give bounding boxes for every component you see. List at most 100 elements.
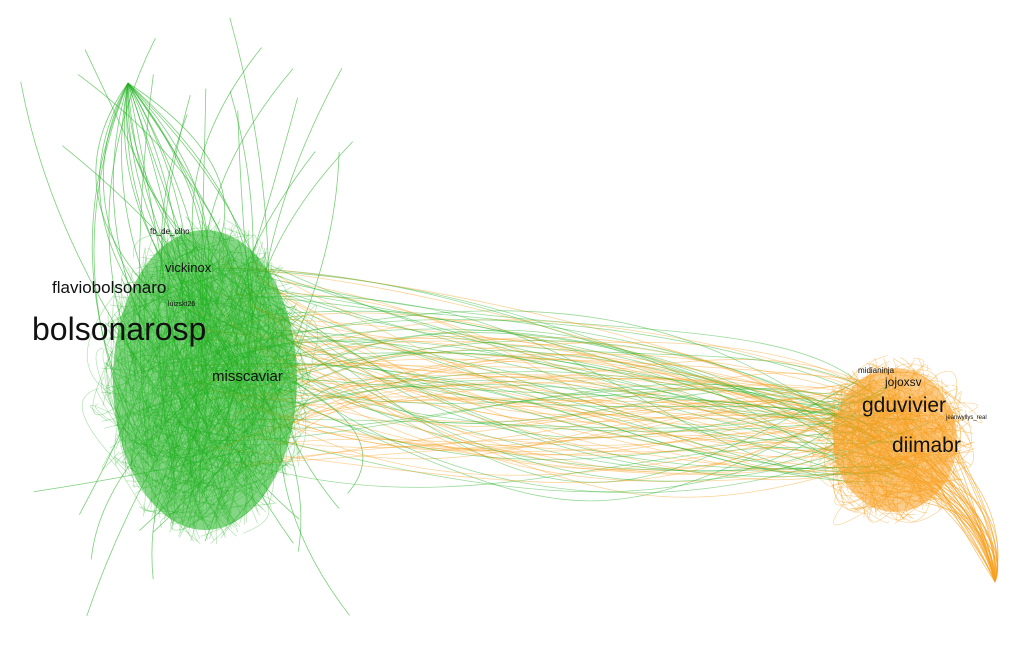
edge bbox=[174, 516, 212, 518]
edge bbox=[215, 238, 267, 292]
edge bbox=[215, 346, 294, 434]
edge bbox=[202, 331, 304, 491]
edge bbox=[236, 320, 295, 391]
edge bbox=[218, 369, 288, 467]
edge bbox=[209, 383, 874, 444]
edge bbox=[121, 265, 281, 419]
edge bbox=[248, 334, 855, 443]
edge bbox=[270, 423, 277, 479]
edge bbox=[246, 345, 291, 408]
edge bbox=[148, 276, 171, 368]
edge bbox=[856, 409, 949, 466]
edge bbox=[281, 350, 839, 430]
node-label: midianinja bbox=[858, 366, 895, 375]
edge bbox=[177, 254, 196, 360]
edge bbox=[869, 363, 891, 381]
edge bbox=[220, 368, 256, 413]
edge bbox=[178, 267, 312, 379]
edge bbox=[170, 482, 199, 525]
edge bbox=[837, 410, 943, 439]
edge bbox=[156, 260, 209, 529]
edge bbox=[892, 357, 948, 394]
edge bbox=[155, 266, 209, 405]
edge bbox=[218, 269, 888, 406]
edge bbox=[172, 362, 237, 537]
edge bbox=[150, 425, 236, 447]
node-label: luizskt26 bbox=[168, 301, 195, 308]
edge bbox=[259, 358, 310, 398]
edge bbox=[138, 357, 179, 391]
edge bbox=[280, 294, 301, 429]
edge bbox=[243, 372, 259, 525]
edge bbox=[250, 303, 851, 407]
edge bbox=[193, 397, 256, 411]
edge bbox=[82, 388, 131, 476]
edge bbox=[877, 471, 927, 493]
edge bbox=[179, 459, 230, 509]
edge bbox=[837, 355, 888, 407]
edge bbox=[150, 350, 167, 463]
edge bbox=[247, 342, 285, 466]
edge bbox=[164, 263, 207, 498]
edge bbox=[117, 332, 178, 467]
edge bbox=[869, 461, 911, 522]
edge bbox=[839, 386, 894, 448]
edge bbox=[139, 267, 269, 323]
edge bbox=[871, 496, 954, 523]
edge bbox=[290, 365, 850, 481]
edge bbox=[157, 431, 274, 466]
edge bbox=[828, 400, 927, 482]
edge bbox=[223, 377, 883, 438]
edge bbox=[847, 429, 872, 509]
edge bbox=[883, 426, 944, 447]
edge bbox=[880, 377, 960, 481]
edge bbox=[870, 443, 876, 493]
edge bbox=[918, 383, 928, 428]
edge bbox=[159, 372, 311, 423]
edge bbox=[863, 398, 956, 430]
edge bbox=[261, 381, 903, 478]
edge bbox=[126, 338, 149, 435]
edge bbox=[821, 460, 877, 516]
edge bbox=[137, 309, 167, 430]
edge bbox=[163, 233, 221, 521]
edge bbox=[239, 365, 265, 524]
edge bbox=[864, 468, 958, 483]
edge bbox=[819, 373, 930, 451]
edge bbox=[165, 253, 221, 338]
edge bbox=[160, 509, 205, 529]
edge bbox=[243, 495, 270, 534]
edge bbox=[115, 332, 176, 530]
edge bbox=[187, 465, 215, 541]
edge bbox=[903, 414, 928, 492]
edge bbox=[209, 264, 236, 307]
edge bbox=[164, 233, 250, 476]
edge bbox=[858, 415, 959, 439]
edge bbox=[160, 368, 201, 464]
edge bbox=[163, 398, 221, 522]
edge bbox=[254, 275, 269, 290]
edge bbox=[200, 394, 842, 473]
edge bbox=[248, 270, 865, 457]
edge bbox=[832, 411, 838, 470]
edge bbox=[290, 377, 886, 475]
edge bbox=[115, 311, 200, 449]
edges-front bbox=[86, 216, 983, 544]
edge bbox=[191, 344, 254, 465]
edge bbox=[103, 305, 124, 349]
edge bbox=[837, 479, 953, 488]
edge bbox=[86, 294, 115, 395]
edge bbox=[165, 264, 274, 381]
edge bbox=[920, 394, 965, 430]
node-label: fb_de_olho bbox=[150, 227, 190, 236]
edge bbox=[849, 391, 884, 493]
edge bbox=[174, 327, 258, 403]
edge bbox=[202, 267, 248, 293]
edge bbox=[824, 413, 920, 439]
edge bbox=[104, 364, 142, 481]
edge bbox=[846, 363, 898, 469]
edge bbox=[267, 353, 833, 428]
edge bbox=[122, 245, 261, 365]
edge bbox=[902, 369, 939, 420]
